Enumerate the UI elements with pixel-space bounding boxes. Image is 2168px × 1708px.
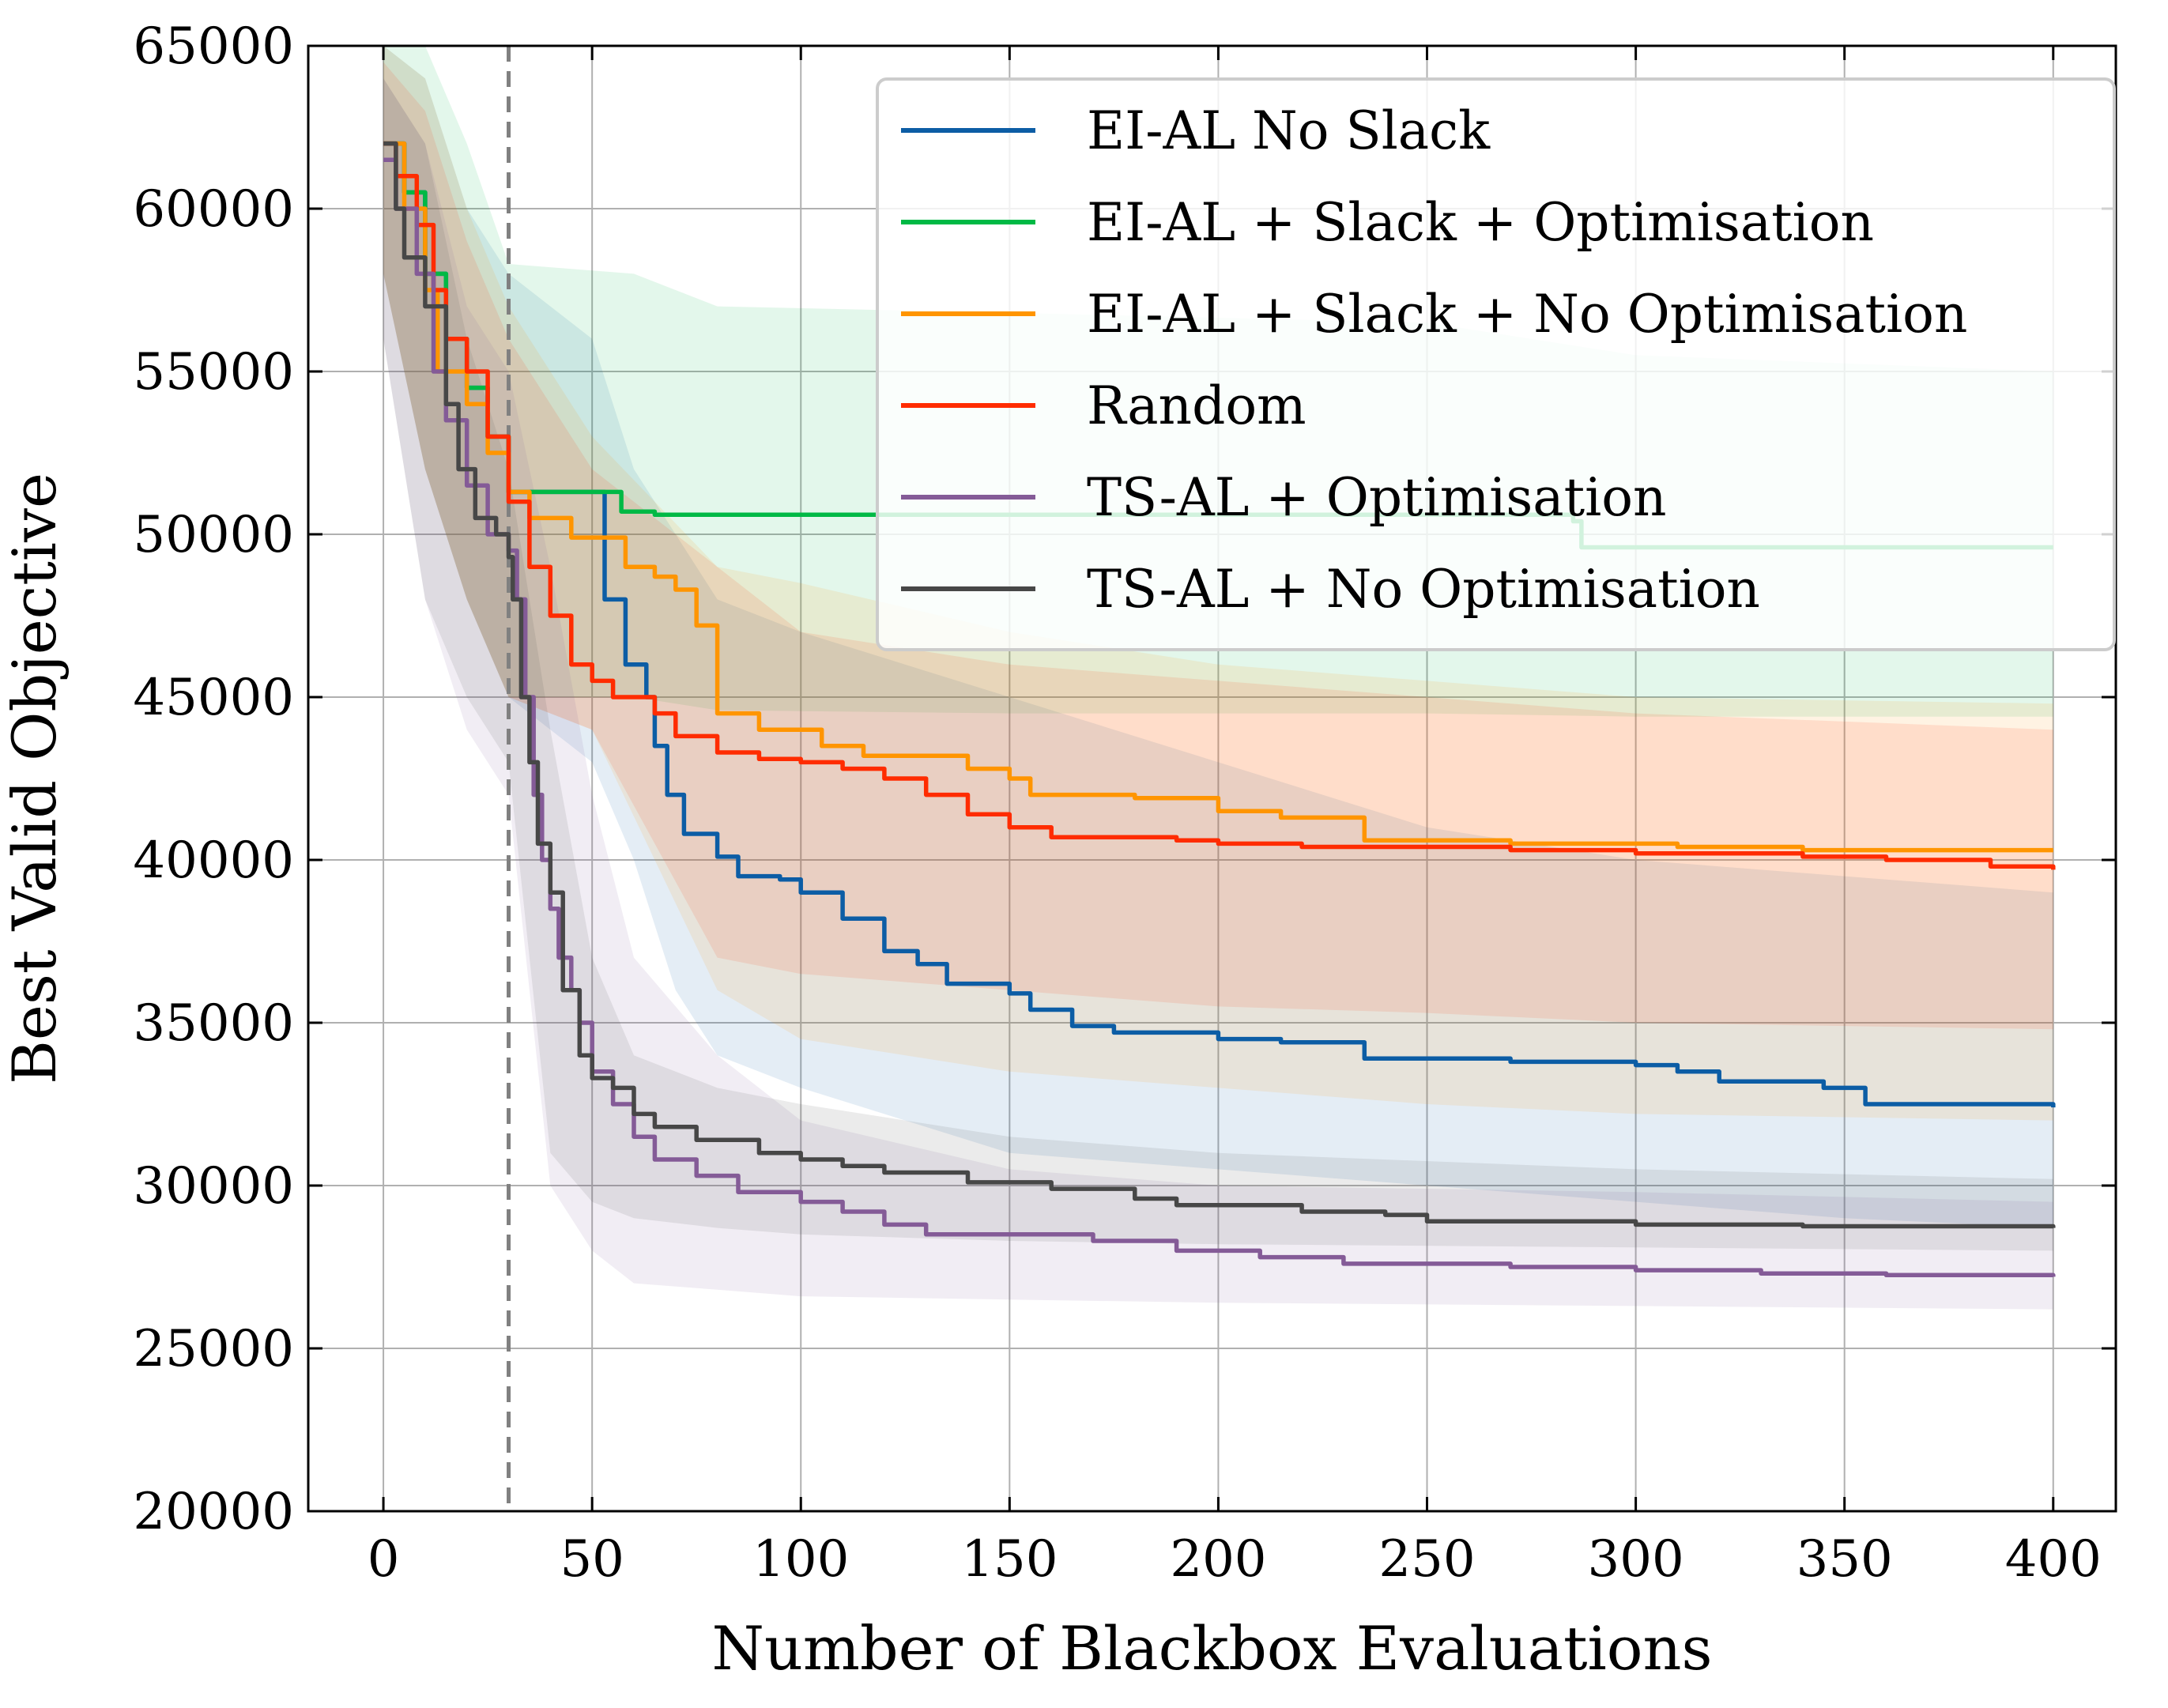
x-tick-label: 400 <box>2005 1530 2102 1589</box>
plot-frame <box>307 44 2117 1513</box>
legend-label: TS-AL + No Optimisation <box>1087 559 1760 620</box>
legend-label: Random <box>1087 375 1306 436</box>
legend-label: EI-AL No Slack <box>1087 100 1491 161</box>
legend: EI-AL No Slack EI-AL + Slack + Optimisati… <box>876 77 2116 651</box>
x-tick-label: 50 <box>560 1530 624 1589</box>
series-line <box>383 141 2056 1229</box>
axis-ticks <box>308 44 2116 1513</box>
series-line <box>383 141 2056 870</box>
y-tick-label: 60000 <box>133 180 294 239</box>
confidence-band <box>383 46 2053 1228</box>
confidence-band <box>383 62 2053 1030</box>
y-tick-label: 35000 <box>133 994 294 1053</box>
x-tick-label: 100 <box>752 1530 849 1589</box>
x-tick-label: 350 <box>1797 1530 1893 1589</box>
y-tick-labels: 20000 25000 30000 35000 40000 45000 50000 55000… <box>133 17 294 1541</box>
confidence-band <box>383 78 2053 1251</box>
y-tick-label: 50000 <box>133 506 294 564</box>
x-tick-label: 300 <box>1588 1530 1684 1589</box>
x-tick-label: 250 <box>1378 1530 1475 1589</box>
legend-label: EI-AL + Slack + Optimisation <box>1087 192 1874 253</box>
y-tick-label: 45000 <box>133 669 294 727</box>
y-tick-label: 55000 <box>133 343 294 402</box>
y-tick-label: 30000 <box>133 1157 294 1216</box>
series-line <box>383 157 2056 1278</box>
y-axis-title: Best Valid Objective <box>0 473 70 1084</box>
x-axis-title: Number of Blackbox Evaluations <box>711 1613 1712 1683</box>
legend-label: EI-AL + Slack + No Optimisation <box>1087 284 1967 345</box>
legend-label: TS-AL + Optimisation <box>1087 467 1666 528</box>
y-tick-label: 65000 <box>133 17 294 76</box>
legend-box <box>876 77 2116 651</box>
x-tick-label: 0 <box>368 1530 400 1589</box>
y-tick-label: 25000 <box>133 1320 294 1378</box>
x-tick-labels: 0 50 100 150 200 250 300 350 400 <box>368 1530 2102 1589</box>
x-tick-label: 150 <box>961 1530 1058 1589</box>
y-tick-label: 20000 <box>133 1483 294 1541</box>
y-tick-label: 40000 <box>133 831 294 890</box>
x-tick-label: 200 <box>1170 1530 1266 1589</box>
